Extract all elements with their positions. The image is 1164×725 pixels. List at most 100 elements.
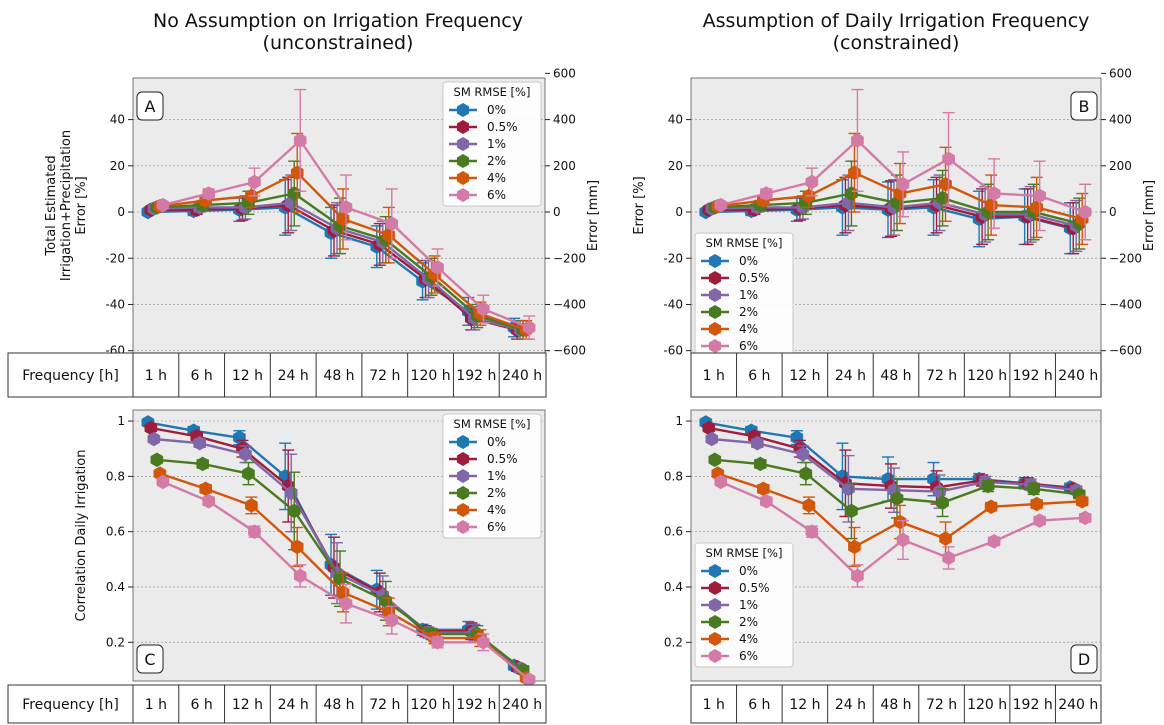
y-tick-label: 0.6: [106, 525, 125, 539]
data-point: [1075, 493, 1089, 509]
series-6pct: [714, 88, 1092, 241]
legend-marker: [708, 305, 722, 319]
data-point: [477, 635, 490, 650]
data-point: [339, 596, 353, 611]
data-point: [936, 495, 949, 510]
panel-label-text: C: [144, 650, 155, 669]
legend-marker: [708, 339, 722, 353]
table-border: [7, 684, 547, 724]
legend-marker: [708, 271, 722, 285]
frequency-label: Frequency [h]: [22, 697, 119, 713]
y2-tick-label: −600: [1109, 344, 1142, 358]
frequency-cell: 192 h: [456, 368, 496, 384]
panel-label-text: A: [145, 97, 156, 116]
legend-entry: 4%: [739, 632, 758, 646]
y-tick-label: 0.6: [664, 525, 683, 539]
data-point: [896, 532, 910, 548]
legend-entry: 1%: [487, 137, 506, 151]
y-tick-label: 0.8: [664, 469, 683, 483]
data-point: [851, 133, 864, 148]
legend-entry: 1%: [487, 469, 506, 483]
legend-marker: [456, 520, 470, 534]
data-point: [156, 197, 170, 213]
legend-entry: 2%: [487, 154, 506, 168]
frequency-cell: 1 h: [703, 697, 725, 713]
frequency-cell: 12 h: [232, 368, 263, 384]
data-point: [202, 493, 215, 509]
y-tick-label: 40: [668, 113, 683, 127]
y-tick-label: -20: [105, 251, 125, 265]
right-column-title: Assumption of Daily Irrigation Frequency…: [636, 10, 1156, 54]
y-axis-label: Total Estimated: [44, 155, 59, 256]
panel-d: 0.2 0.4 0.6 0.8 1 D SM RMSE [%] 0% 0.5% 1% 2% 4% 6%: [664, 409, 1102, 682]
frequency-cell: 24 h: [278, 697, 309, 713]
data-point: [287, 503, 301, 519]
right-title-line-2: (constrained): [832, 32, 960, 54]
data-point: [987, 186, 1001, 201]
legend-title: SM RMSE [%]: [706, 546, 783, 560]
frequency-cell: 240 h: [1058, 697, 1098, 713]
y2-tick-label: −600: [553, 344, 586, 358]
frequency-cell: 6 h: [748, 697, 770, 713]
left-title-line-2: (unconstrained): [262, 32, 414, 54]
legend-entry: 6%: [487, 520, 506, 534]
left-title-line-1: No Assumption on Irrigation Frequency: [153, 10, 523, 32]
frequency-cell: 24 h: [835, 368, 866, 384]
y2-tick-label: −200: [1109, 251, 1142, 265]
frequency-table-b: 1 h 6 h 12 h 24 h 48 h 72 h 120 h 192 h 240 h: [690, 352, 1102, 398]
legend-marker: [708, 254, 722, 268]
frequency-cell: 6 h: [748, 368, 770, 384]
panel-label-d: D: [1070, 644, 1098, 674]
data-point: [196, 456, 209, 472]
data-point: [760, 186, 773, 201]
legend-entry: 4%: [739, 322, 758, 336]
panel-c: 0.2 0.4 0.6 0.8 1 Correlation Daily Irrigatio…: [74, 409, 546, 687]
y-tick-label: 0.4: [106, 580, 125, 594]
legend-marker: [456, 452, 470, 466]
data-point: [147, 431, 161, 447]
data-point: [802, 498, 816, 513]
frequency-cell: 240 h: [1058, 368, 1098, 384]
frequency-table-d: 1 h 6 h 12 h 24 h 48 h 72 h 120 h 192 h 240 h: [690, 684, 1102, 724]
y-tick-label: 1: [117, 414, 125, 428]
y-tick-label: 0.2: [664, 635, 683, 649]
frequency-cell: 120 h: [967, 697, 1007, 713]
legend-entry: 4%: [487, 171, 506, 185]
data-point: [193, 435, 206, 451]
frequency-cell: 72 h: [926, 697, 957, 713]
data-point: [705, 431, 719, 447]
data-point: [981, 478, 995, 494]
data-point: [150, 452, 164, 468]
data-point: [848, 539, 861, 555]
data-point: [714, 474, 728, 490]
legend-entry: 0.5%: [739, 271, 770, 285]
y-tick-label: 0.2: [106, 635, 125, 649]
data-point: [245, 498, 258, 513]
series-6pct: [156, 88, 536, 340]
frequency-cell: 192 h: [1013, 368, 1053, 384]
data-point: [431, 635, 444, 650]
frequency-cell: 48 h: [880, 368, 911, 384]
y2-axis-label: Error [mm]: [586, 180, 601, 251]
data-point: [156, 474, 170, 490]
series-6pct: [714, 474, 1092, 588]
legend-marker: [708, 581, 722, 595]
legend-marker: [456, 486, 470, 500]
data-point: [942, 151, 955, 167]
frequency-cell: 12 h: [789, 368, 820, 384]
frequency-cell: 6 h: [191, 697, 213, 713]
data-point: [851, 568, 864, 584]
data-point: [242, 466, 255, 481]
y2-tick-label: 600: [553, 66, 576, 80]
panel-label-text: B: [1079, 97, 1090, 116]
legend-marker: [708, 632, 722, 646]
legend-title: SM RMSE [%]: [706, 236, 783, 250]
legend-marker: [456, 103, 470, 117]
data-point: [293, 133, 307, 148]
frequency-cell: 120 h: [411, 368, 451, 384]
frequency-cell: 120 h: [411, 697, 451, 713]
data-point: [293, 568, 307, 584]
legend-entry: 0.5%: [739, 581, 770, 595]
legend-marker: [456, 435, 470, 449]
